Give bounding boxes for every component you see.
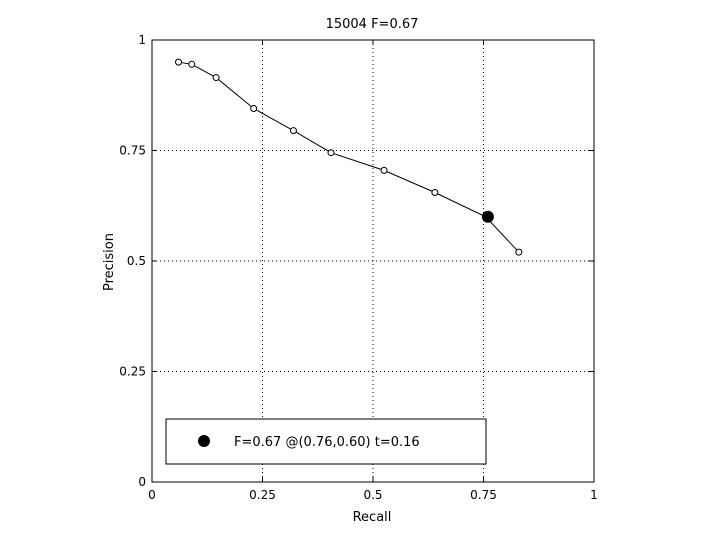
series-line: [178, 61, 520, 253]
data-point: [175, 58, 183, 66]
legend-box: [165, 418, 487, 465]
x-tick-label: 0.5: [363, 488, 382, 502]
legend-label: F=0.67 @(0.76,0.60) t=0.16: [234, 435, 420, 450]
legend: F=0.67 @(0.76,0.60) t=0.16: [165, 418, 487, 465]
data-point: [289, 127, 297, 135]
data-point: [380, 166, 388, 174]
x-tick-label: 0: [148, 488, 156, 502]
x-axis-title: Recall: [353, 510, 392, 525]
series-points: [175, 58, 523, 256]
x-tick-label: 0.25: [249, 488, 276, 502]
legend-marker: [198, 435, 210, 447]
x-tick-label: 0.75: [470, 488, 497, 502]
data-point: [515, 248, 523, 256]
data-point: [431, 188, 439, 196]
data-point: [250, 105, 258, 113]
best-f-point: [481, 210, 494, 223]
data-point: [212, 74, 220, 82]
y-tick-label: 1: [138, 33, 146, 47]
x-tick-label: 1: [590, 488, 598, 502]
series-lines: [178, 61, 520, 253]
y-tick-label: 0.5: [127, 254, 146, 268]
y-tick-label: 0: [138, 475, 146, 489]
axis-ticks: 0 0.25 0.5 0.75 1 0 0.25 0.5 0.75 1: [119, 33, 598, 502]
y-tick-label: 0.75: [119, 144, 146, 158]
grid-lines: [152, 40, 594, 482]
chart-title: 15004 F=0.67: [326, 17, 419, 32]
y-axis-title: Precision: [102, 233, 117, 291]
y-tick-label: 0.25: [119, 365, 146, 379]
data-point: [327, 149, 335, 157]
data-point: [188, 60, 196, 68]
